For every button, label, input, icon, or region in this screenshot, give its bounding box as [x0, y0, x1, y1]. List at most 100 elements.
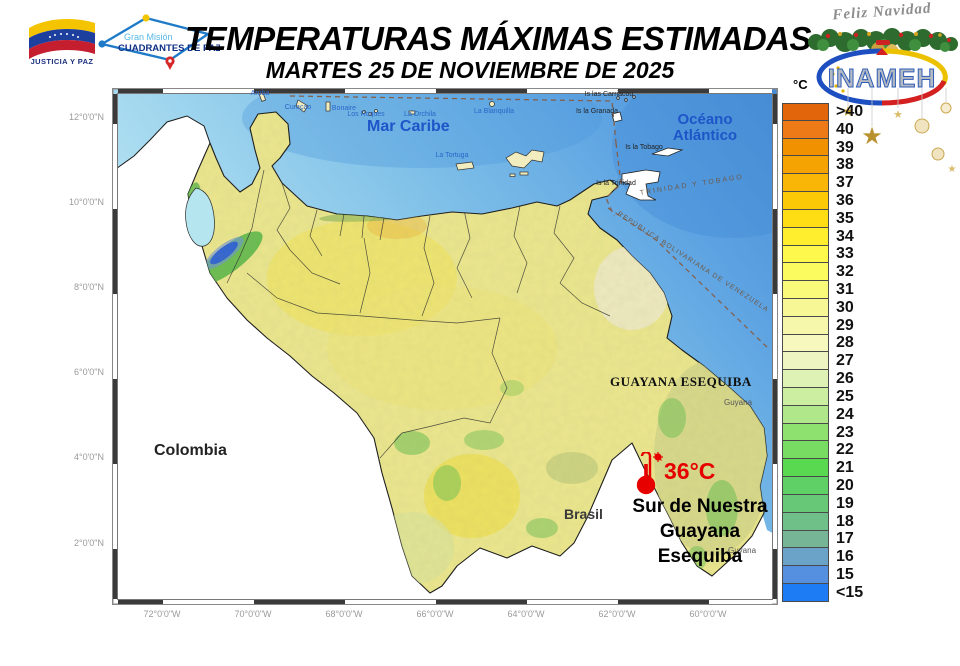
legend-entry: 32: [782, 263, 863, 282]
annotation-line2: Guayana: [659, 521, 741, 542]
legend-entry: 22: [782, 441, 863, 460]
annotation-temperature: 36°C: [664, 458, 716, 484]
legend-label: 31: [836, 281, 854, 299]
legend-swatch: [782, 209, 829, 228]
lon-tick: 70°0'0"W: [234, 609, 272, 619]
legend-entry: 40: [782, 121, 863, 139]
legend-label: 20: [836, 476, 854, 494]
island-label-los-roques: Los Roques: [347, 111, 385, 118]
page-title: TEMPERATURAS MÁXIMAS ESTIMADAS: [184, 20, 812, 57]
annotation-line1: Sur de Nuestra: [632, 496, 768, 517]
country-label-guyana-south: Guyana: [728, 546, 757, 555]
legend-swatch: [782, 298, 829, 317]
lat-tick: 12°0'0"N: [68, 112, 104, 122]
legend-entry: 28: [782, 334, 863, 353]
lon-tick: 64°0'0"W: [507, 609, 545, 619]
legend-entry: 17: [782, 530, 863, 549]
christmas-ornaments-icon: ★ ★ ★ ★: [842, 88, 957, 175]
guajira-coastline: [112, 115, 211, 173]
lon-tick: 62°0'0"W: [598, 609, 636, 619]
legend-entry: 38: [782, 156, 863, 175]
island-label-la-blanquilla: La Blanquilla: [473, 108, 515, 115]
map-pin-icon: [165, 56, 175, 70]
svg-text:★: ★: [861, 123, 883, 150]
legend-entry: 25: [782, 388, 863, 406]
map-panel: Mar Caribe Océano Atlántico Aruba Curaça…: [112, 88, 778, 605]
lat-tick: 10°0'0"N: [68, 197, 104, 207]
legend-swatch: [782, 583, 829, 602]
legend-label: <15: [836, 583, 864, 601]
lon-tick: 72°0'0"W: [143, 609, 181, 619]
justice-logo-caption: JUSTICIA Y PAZ: [30, 57, 94, 66]
legend-label: 39: [836, 138, 854, 156]
sea-label-atlantic: Océano Atlántico: [657, 112, 753, 144]
quadrant-yellow-dot-icon: [142, 14, 150, 22]
legend-label: 27: [836, 352, 854, 370]
legend-entry: >40: [782, 103, 863, 121]
legend-label: 35: [836, 209, 854, 227]
map-frame: [112, 88, 778, 605]
legend-swatch: [782, 227, 829, 246]
legend-entry: 19: [782, 495, 863, 513]
lake-maracaibo: [185, 187, 215, 247]
legend-entry: 30: [782, 299, 863, 317]
legend-label: 16: [836, 548, 854, 566]
legend-entry: 16: [782, 548, 863, 567]
legend-entry: 31: [782, 281, 863, 299]
legend-swatch: [782, 477, 829, 495]
country-label-colombia: Colombia: [154, 442, 227, 459]
legend-label: 37: [836, 174, 854, 192]
latitude-axis: 12°0'0"N 10°0'0"N 8°0'0"N 6°0'0"N 4°0'0"…: [54, 88, 104, 605]
state-borders: [226, 169, 611, 459]
legend-entry: 36: [782, 192, 863, 210]
legend-label: 34: [836, 227, 854, 245]
legend-swatch: [782, 566, 829, 584]
legend-entry: 23: [782, 424, 863, 442]
legend-label: 15: [836, 566, 854, 584]
temperature-annotation: 36°C Sur de Nuestra Guayana Esequiba: [612, 452, 788, 569]
quadrant-blue-dot-icon: [98, 40, 106, 48]
legend-label: 22: [836, 441, 854, 459]
legend-swatch: [782, 263, 829, 282]
legend-label: 18: [836, 512, 854, 530]
lat-tick: 4°0'0"N: [73, 452, 104, 462]
sun-icon: [653, 452, 663, 462]
legend-entry: 35: [782, 210, 863, 228]
legend-entry: 26: [782, 370, 863, 388]
legend-swatch: [782, 192, 829, 210]
longitude-axis: 72°0'0"W 70°0'0"W 68°0'0"W 66°0'0"W 64°0…: [112, 609, 778, 623]
legend-label: 29: [836, 316, 854, 334]
legend-label: 32: [836, 263, 854, 281]
lat-tick: 8°0'0"N: [73, 282, 104, 292]
legend-label: 40: [836, 120, 854, 138]
legend-entry: 18: [782, 513, 863, 531]
island-label-la-orchila: La Orchila: [404, 111, 436, 118]
mission-logo-line1: Gran Misión: [124, 32, 173, 42]
svg-text:★: ★: [948, 164, 957, 175]
lat-tick: 2°0'0"N: [73, 538, 104, 548]
legend-swatch: [782, 423, 829, 442]
legend-entry: 34: [782, 228, 863, 246]
region-label-guayana-esequiba: GUAYANA ESEQUIBA: [610, 374, 752, 389]
legend-label: 19: [836, 494, 854, 512]
legend-swatch: [782, 441, 829, 460]
venezuela-flag-logo: [29, 18, 95, 59]
legend-swatch: [782, 138, 829, 157]
legend-swatch: [782, 156, 829, 175]
sea: [112, 88, 778, 536]
svg-text:★: ★: [893, 109, 903, 121]
legend-swatch: [782, 548, 829, 567]
lon-tick: 60°0'0"W: [689, 609, 727, 619]
legend-swatch: [782, 388, 829, 406]
annotation-line3: Esequiba: [657, 546, 743, 567]
island-label-trinidad: Is la Trinidad: [596, 180, 636, 187]
legend-entry: <15: [782, 584, 863, 602]
atlantic-line1: Océano: [677, 111, 733, 128]
legend-entry: 39: [782, 139, 863, 157]
legend-label: 25: [836, 387, 854, 405]
christmas-garland-icon: [808, 28, 958, 54]
country-label-brasil: Brasil: [564, 506, 603, 522]
island-label-granada: Is la Granada: [575, 108, 619, 115]
legend-swatch: [782, 530, 829, 549]
